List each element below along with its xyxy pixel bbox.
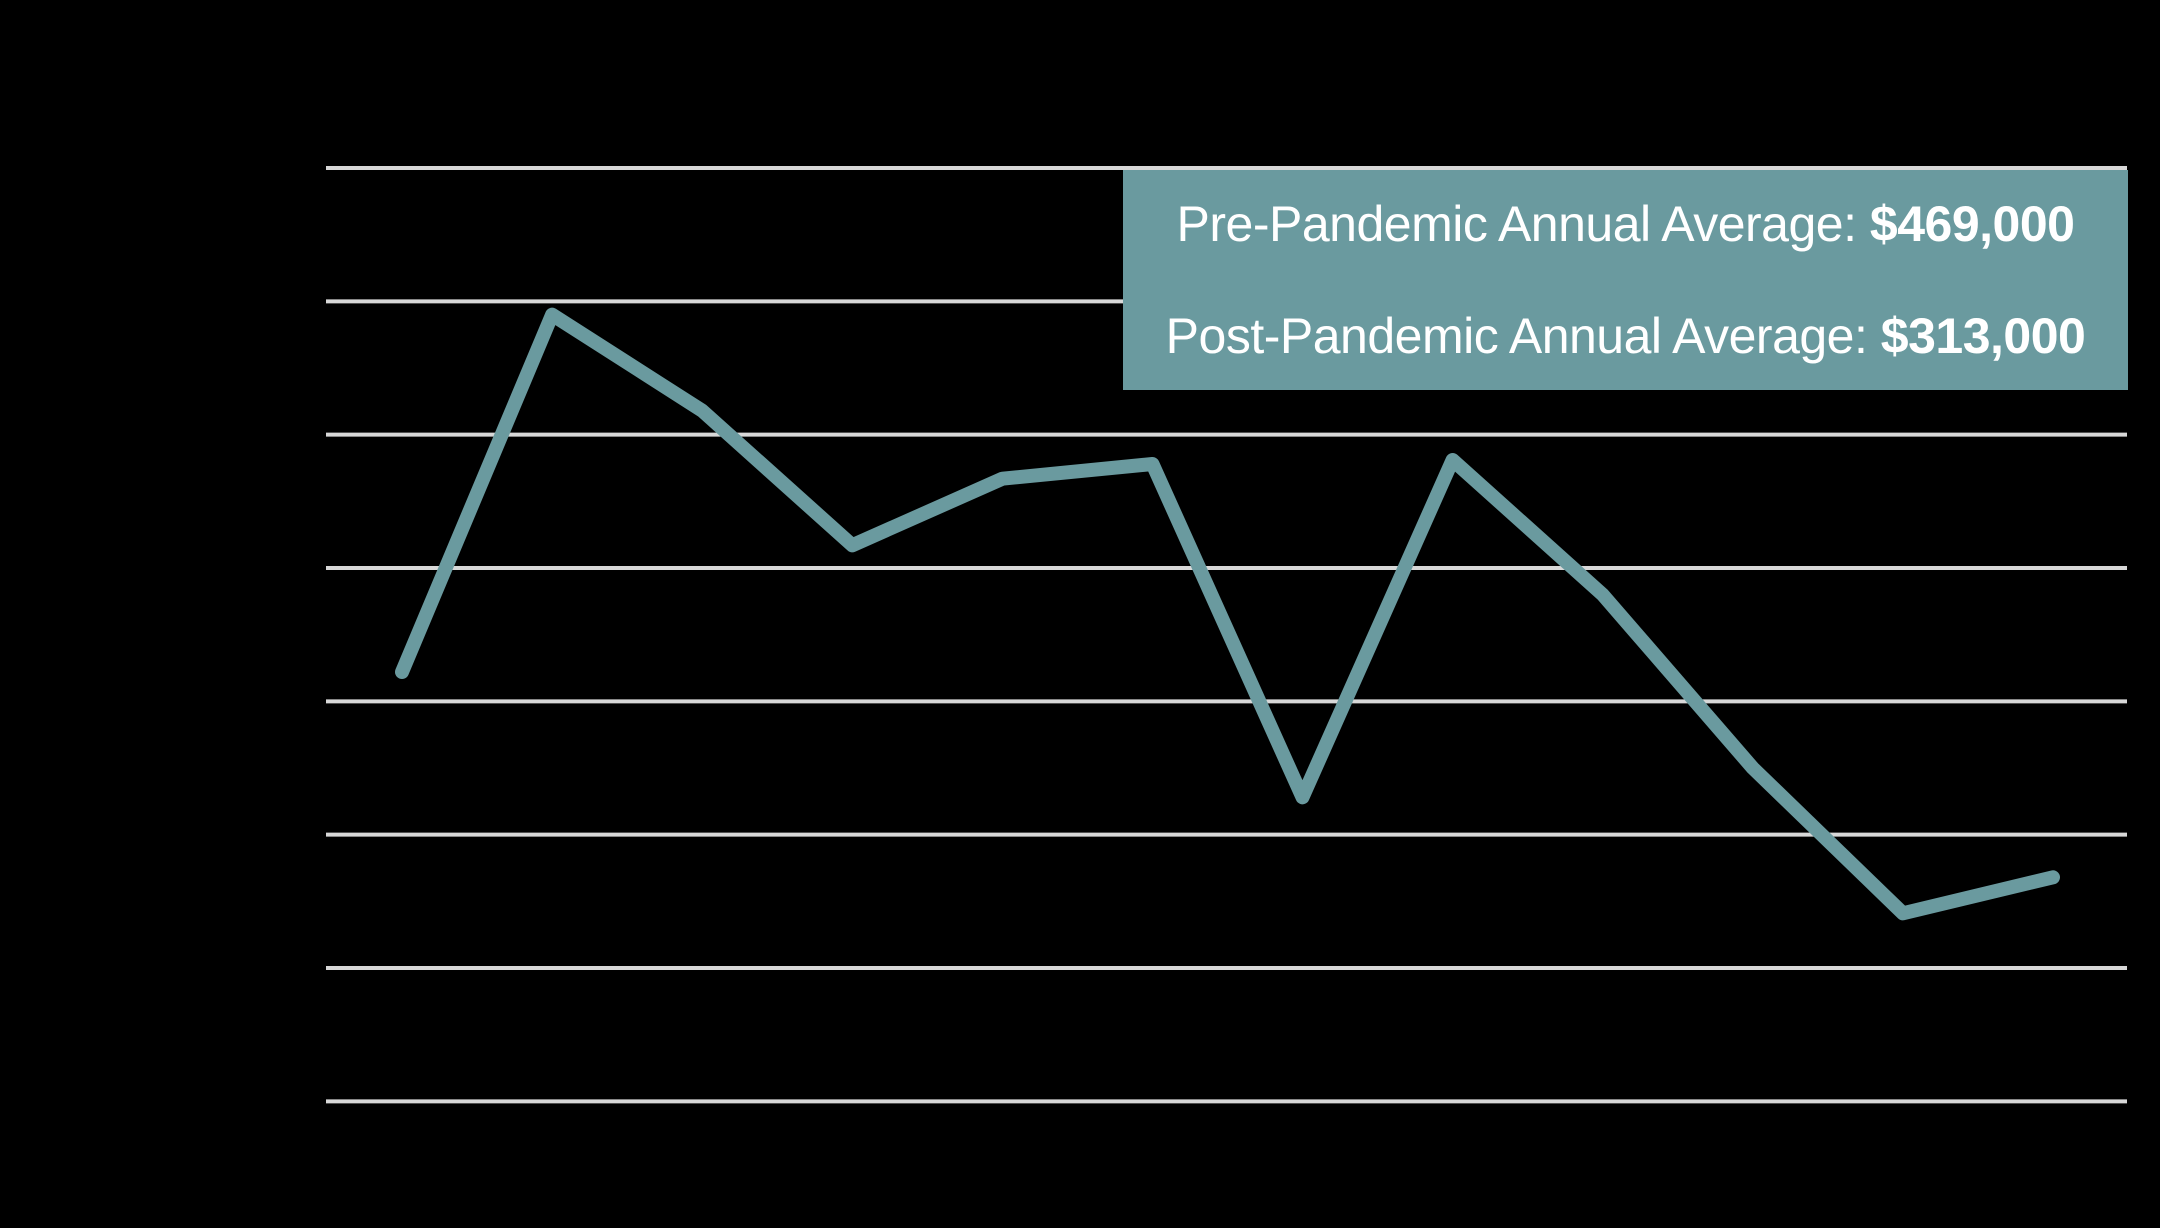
pre-pandemic-average-line: Pre-Pandemic Annual Average: $469,000 [1177,168,2075,280]
post-pandemic-average-line: Post-Pandemic Annual Average: $313,000 [1166,280,2086,392]
data-line-series [395,307,2060,921]
pre-pandemic-average-value: $469,000 [1869,196,2075,252]
pre-pandemic-average-label: Pre-Pandemic Annual Average: [1176,196,1870,252]
average-callout: Pre-Pandemic Annual Average: $469,000 Po… [1123,170,2128,390]
post-pandemic-average-label: Post-Pandemic Annual Average: [1165,308,1881,364]
post-pandemic-average-value: $313,000 [1880,308,2086,364]
gridlines-group [326,166,2127,1104]
